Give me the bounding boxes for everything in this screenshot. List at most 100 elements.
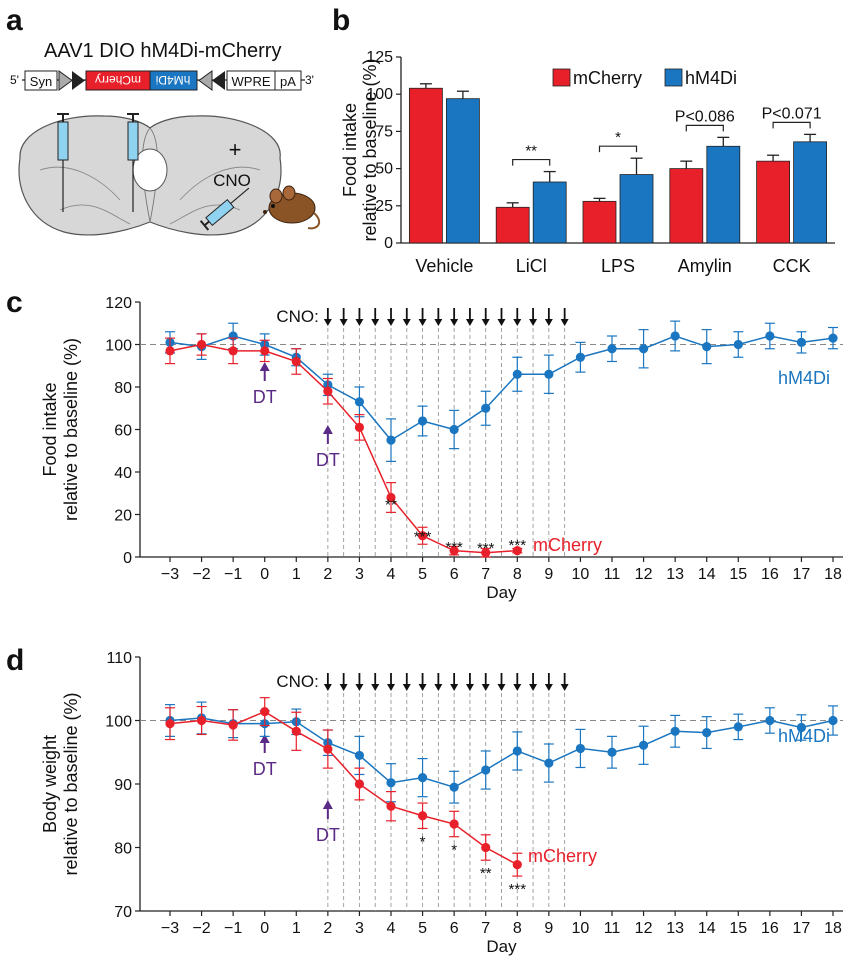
series-line-hm4di-c <box>169 335 834 442</box>
x-tick-label-d: −3 <box>161 920 179 937</box>
y-axis-title-d-line2: relative to baseline (%) <box>61 692 81 875</box>
x-tick-label-d: 9 <box>544 920 553 937</box>
x-tick-label-d: 6 <box>450 920 459 937</box>
panel-a: a AAV1 DIO hM4Di-mCherry 5' Syn mCherry … <box>6 4 321 236</box>
series-line-hm4di-d <box>169 717 834 788</box>
y-tick-label-c: 40 <box>114 465 132 482</box>
data-point-hm4di-c <box>796 337 807 347</box>
cno-arrowhead-c <box>544 319 553 326</box>
three-prime-label: 3' <box>305 73 314 87</box>
significance-label-c: *** <box>509 537 527 554</box>
x-tick-label-c: 7 <box>481 566 490 583</box>
pa-label: pA <box>280 74 296 89</box>
series-label-mcherry-d: mCherry <box>528 846 597 866</box>
data-point-hm4di-c <box>607 344 617 354</box>
bar-mcherry-vehicle <box>408 87 443 244</box>
x-axis-title-c: Day <box>486 583 517 602</box>
construct-map: 5' Syn mCherry hM4Di WPRE pA 3' <box>10 70 314 91</box>
data-point-mcherry-d <box>228 720 238 730</box>
y-axis-title-c-line1: Food intake <box>40 382 60 476</box>
significance-label-lps: * <box>615 129 621 146</box>
y-tick-label-b: 125 <box>366 49 393 66</box>
data-point-mcherry-d <box>291 726 301 736</box>
data-point-hm4di-d <box>575 743 586 754</box>
x-tick-label-c: 9 <box>544 566 553 583</box>
cno-arrowhead-c <box>402 319 411 326</box>
cno-arrowhead-c <box>418 319 427 326</box>
bar-chart-b: 0 25 50 75 100 125 Food intake relative to base… <box>340 49 835 276</box>
x-tick-label-d: −2 <box>192 920 210 937</box>
data-point-hm4di-d <box>765 715 775 726</box>
cno-arrowhead-d <box>513 684 522 691</box>
data-point-mcherry-d <box>481 842 491 853</box>
loxp-triangle-2 <box>198 70 213 91</box>
x-tick-label-c: 2 <box>323 566 332 583</box>
y-tick-label-d: 70 <box>114 904 132 921</box>
x-tick-label-d: −1 <box>224 920 242 937</box>
data-point-mcherry-c <box>449 546 459 556</box>
data-point-hm4di-c <box>575 352 586 362</box>
y-tick-label-c: 120 <box>105 295 132 312</box>
data-point-hm4di-d <box>828 715 838 726</box>
x-tick-label-b-amylin: Amylin <box>678 256 732 276</box>
syn-promoter-box <box>24 70 58 91</box>
x-tick-label-c: 11 <box>604 566 621 583</box>
x-tick-label-b-vehicle: Vehicle <box>415 256 473 276</box>
cno-arrowhead-d <box>544 684 553 691</box>
significance-label-d: ** <box>480 865 492 882</box>
x-tick-label-c: 1 <box>292 566 301 583</box>
legend-label-hm4di: hM4Di <box>685 68 737 88</box>
mcherry-gene-label: mCherry <box>95 73 141 87</box>
cno-arrowhead-d <box>434 684 443 691</box>
x-tick-label-d: 8 <box>513 920 522 937</box>
bar-hm4di-vehicle <box>445 98 480 244</box>
x-tick-label-c: 16 <box>761 566 779 583</box>
cno-arrowhead-d <box>402 684 411 691</box>
significance-bracket-amylin <box>685 124 724 132</box>
x-tick-label-b-lps: LPS <box>601 256 635 276</box>
y-axis-title-b-line1: Food intake <box>340 103 360 197</box>
cno-arrowhead-d <box>418 684 427 691</box>
significance-label-licl: ** <box>525 143 537 160</box>
significance-label-d: * <box>420 833 426 850</box>
dt-label-d: DT <box>316 825 340 845</box>
data-point-hm4di-d <box>512 746 522 756</box>
x-tick-label-d: 5 <box>418 920 427 937</box>
data-point-mcherry-d <box>512 860 522 870</box>
cno-arrowhead-c <box>355 319 364 326</box>
cno-arrowhead-d <box>339 684 348 691</box>
construct-title: AAV1 DIO hM4Di-mCherry <box>44 40 281 62</box>
y-tick-label-c: 20 <box>114 508 132 525</box>
data-point-mcherry-c <box>165 346 175 356</box>
x-tick-label-c: 0 <box>260 566 269 583</box>
data-point-hm4di-c <box>512 369 522 379</box>
cno-arrowhead-c <box>339 319 348 326</box>
bar-hm4di-amylin <box>706 145 741 244</box>
cno-arrowhead-c <box>465 319 474 326</box>
x-tick-label-c: 12 <box>635 566 653 583</box>
data-point-mcherry-d <box>354 779 365 789</box>
bar-mcherry-cck <box>756 160 790 244</box>
cno-arrowhead-c <box>323 319 332 326</box>
bar-hm4di-cck <box>793 141 827 244</box>
bar-hm4di-lps <box>619 174 654 244</box>
data-point-hm4di-d <box>417 773 428 783</box>
significance-label-cck: P<0.071 <box>762 105 822 122</box>
bar-mcherry-lps <box>582 200 617 244</box>
cno-arrowhead-d <box>481 684 490 691</box>
x-tick-label-c: 13 <box>666 566 684 583</box>
lox2272-triangle-1 <box>72 71 85 90</box>
x-tick-label-d: 17 <box>793 920 811 937</box>
data-point-mcherry-c <box>196 339 207 350</box>
data-point-hm4di-d <box>796 722 807 733</box>
data-point-mcherry-d <box>449 819 459 829</box>
syringe-right-icon <box>127 113 139 212</box>
y-tick-label-b: 100 <box>366 86 393 103</box>
data-point-hm4di-c <box>765 331 775 341</box>
dt-label-c: DT <box>253 387 277 407</box>
hm4di-box <box>149 70 198 91</box>
data-point-mcherry-c <box>354 422 365 432</box>
y-tick-label-b: 75 <box>375 123 393 140</box>
